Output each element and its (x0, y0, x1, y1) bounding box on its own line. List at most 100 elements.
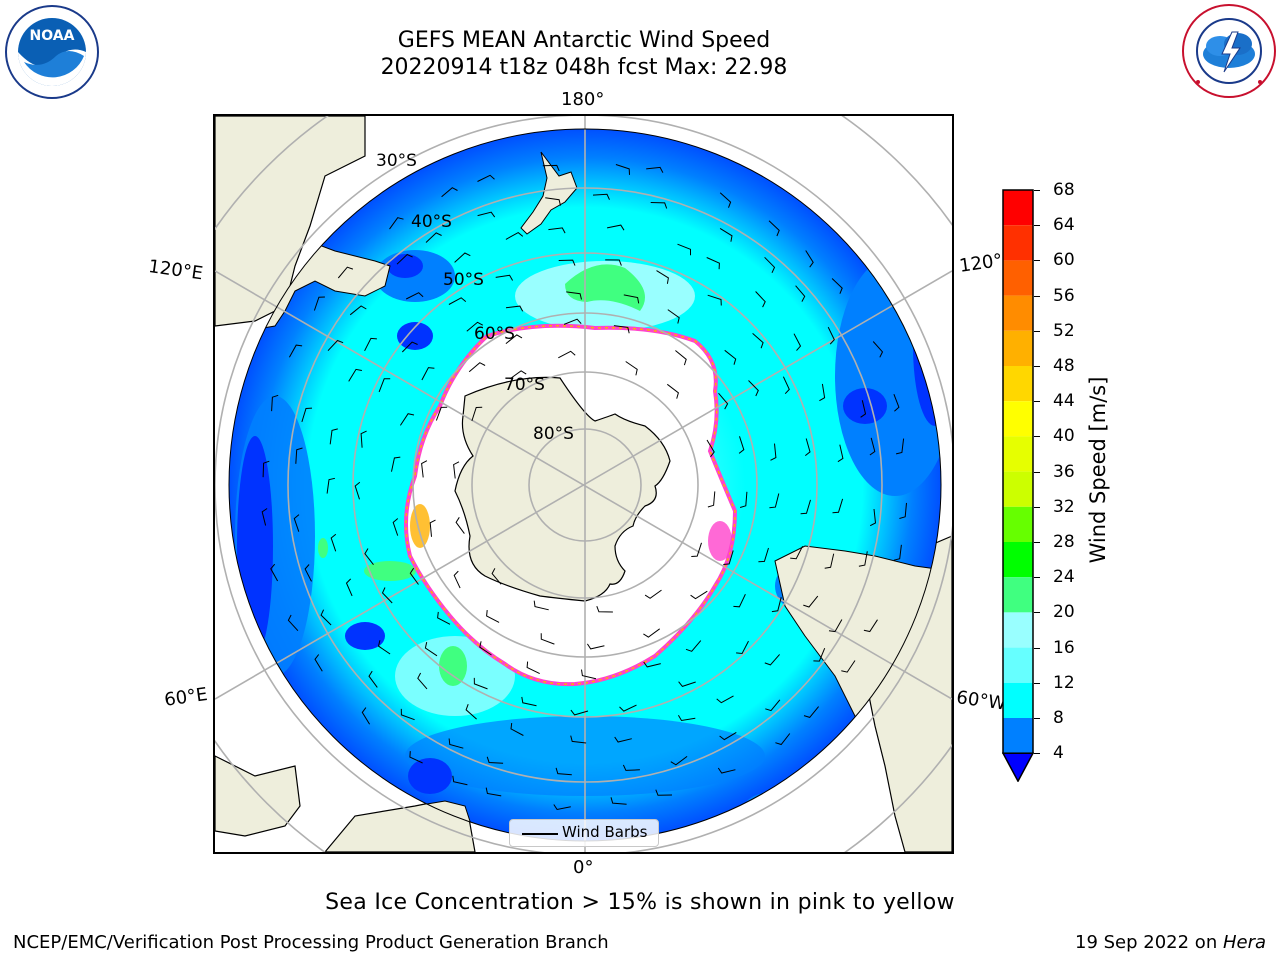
footer-left: NCEP/EMC/Verification Post Processing Pr… (13, 932, 609, 953)
wind-barb (738, 436, 745, 454)
wind-barb (293, 514, 300, 532)
wind-barb (533, 600, 549, 611)
wind-barb (803, 706, 819, 718)
wind-barb (678, 681, 696, 687)
wind-barb (805, 250, 814, 268)
wind-barb (399, 413, 415, 426)
wind-barb (733, 593, 746, 608)
colorbar-segment (1003, 260, 1033, 296)
wind-barb (360, 430, 367, 448)
wind-barb (477, 174, 495, 182)
colorbar-tick-mark (1034, 366, 1040, 367)
wind-barb (764, 654, 780, 666)
wind-barb (288, 344, 303, 358)
colorbar-tick-label: 8 (1053, 708, 1064, 728)
wind-barb (326, 477, 336, 494)
wind-barb (813, 648, 826, 662)
wind-barb (509, 370, 527, 380)
wind-barb (677, 243, 691, 256)
colorbar-segment (1003, 647, 1033, 683)
colorbar-tick-label: 56 (1053, 285, 1075, 306)
colorbar-segment (1003, 366, 1033, 402)
colorbar-tick-label: 36 (1053, 461, 1075, 482)
wind-barb (364, 548, 374, 566)
lat-label-60s: 60°S (474, 324, 515, 344)
colorbar-segment (1003, 330, 1033, 366)
lon-label-upper-right: 120° (958, 249, 1004, 277)
wind-barb (468, 362, 486, 373)
wind-barb (706, 257, 720, 270)
wind-barb (667, 309, 680, 324)
wind-barb (719, 731, 737, 741)
colorbar-tick-mark (1034, 190, 1040, 191)
wind-barb (495, 274, 514, 281)
colorbar-tick-mark (1034, 647, 1040, 649)
wind-barb (691, 542, 702, 557)
wind-barb (765, 699, 781, 712)
wind-barb (368, 670, 378, 688)
wind-barb (441, 187, 458, 198)
colorbar (1001, 189, 1035, 783)
wind-barb (736, 640, 749, 655)
wind-barb (758, 547, 769, 563)
wind-barb (858, 551, 868, 567)
wind-barb (748, 380, 759, 397)
colorbar-tick-mark (1034, 682, 1040, 684)
colorbar-tick-mark (1034, 295, 1040, 297)
wind-barb (723, 550, 734, 565)
colorbar-segment (1003, 506, 1033, 542)
wind-barb (622, 764, 640, 771)
wind-barb (872, 341, 884, 358)
wind-barb (473, 677, 488, 690)
colorbar-label: Wind Speed [m/s] (1086, 376, 1110, 564)
wind-barb (466, 321, 484, 332)
wind-barb (301, 407, 313, 423)
wind-barb (327, 339, 344, 352)
wind-barb (646, 166, 664, 173)
wind-barb (510, 722, 524, 736)
wind-barb (718, 392, 729, 410)
noaa-logo: NOAA (2, 4, 102, 100)
wind-barb (337, 266, 354, 279)
wind-barb (361, 707, 371, 725)
colorbar-segment (1003, 718, 1033, 754)
wind-barb (421, 367, 435, 381)
lon-label-lower-right: 60°W (955, 687, 1008, 715)
wind-barb (869, 437, 876, 456)
wind-barb (832, 498, 844, 514)
wind-barb (706, 439, 715, 458)
wind-barb (295, 447, 303, 464)
wind-barb (465, 704, 477, 720)
wind-barb (719, 227, 733, 242)
wind-barb (553, 804, 571, 811)
wind-barb (803, 595, 819, 608)
lon-label-bottom: 0° (573, 857, 594, 878)
wind-barb (505, 231, 524, 240)
wind-barb (869, 508, 877, 527)
wind-barb (827, 326, 835, 345)
lon-label-top: 180° (561, 89, 605, 110)
wind-barb (804, 438, 811, 456)
wind-barb (606, 224, 625, 231)
colorbar-scale (1001, 189, 1035, 783)
wind-barb (545, 197, 561, 206)
wind-barbs (261, 164, 907, 811)
wind-barb (666, 383, 679, 399)
wind-barb (304, 564, 312, 582)
wind-barb (320, 609, 332, 626)
wind-barb (486, 756, 504, 764)
wind-barb (613, 325, 630, 334)
wind-barb (485, 787, 502, 797)
wind-barb (540, 633, 555, 645)
wind-barb (707, 491, 716, 508)
wind-barb (643, 628, 660, 638)
wind-barb (819, 383, 826, 402)
colorbar-tick-label: 68 (1053, 180, 1075, 200)
wind-barb (417, 672, 428, 690)
wind-barb (558, 350, 576, 359)
wind-barb (448, 738, 464, 749)
wind-barb (768, 220, 780, 237)
wind-barb (486, 610, 500, 623)
wind-barb (764, 256, 776, 274)
wind-barb (348, 368, 362, 382)
